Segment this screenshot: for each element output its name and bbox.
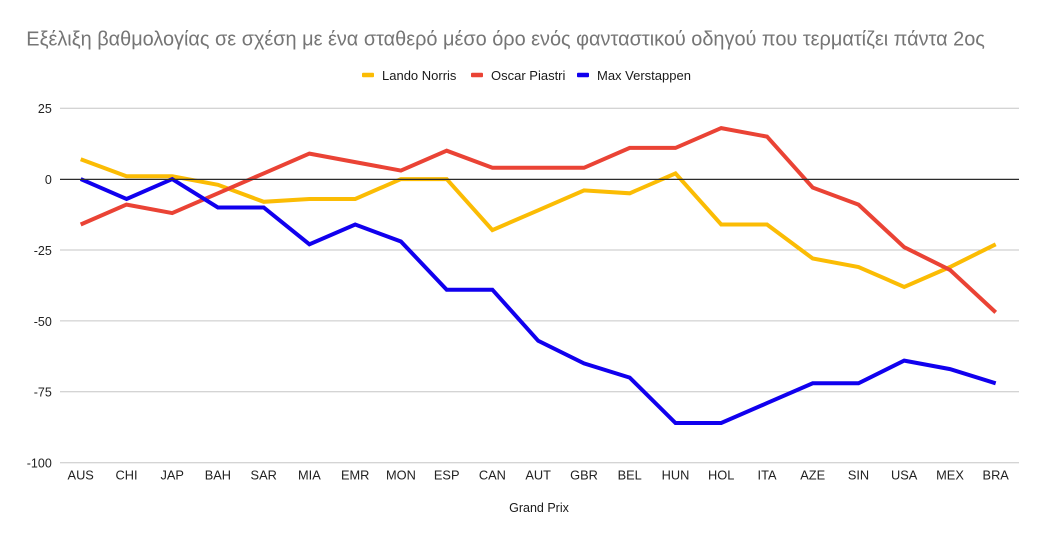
svg-text:AUT: AUT	[525, 468, 551, 483]
svg-text:CAN: CAN	[479, 468, 506, 483]
svg-text:-25: -25	[34, 244, 52, 258]
svg-text:BRA: BRA	[983, 468, 1010, 483]
svg-text:USA: USA	[891, 468, 918, 483]
svg-text:EMR: EMR	[341, 468, 369, 483]
svg-text:SAR: SAR	[251, 468, 277, 483]
svg-text:ESP: ESP	[434, 468, 460, 483]
svg-text:SIN: SIN	[848, 468, 869, 483]
svg-text:BAH: BAH	[205, 468, 231, 483]
svg-text:AZE: AZE	[800, 468, 825, 483]
svg-text:Lando Norris: Lando Norris	[382, 68, 457, 83]
svg-text:HUN: HUN	[662, 468, 690, 483]
svg-text:CHI: CHI	[115, 468, 137, 483]
svg-text:Εξέλιξη βαθμολογίας σε σχέση μ: Εξέλιξη βαθμολογίας σε σχέση με ένα σταθ…	[26, 28, 985, 50]
svg-text:MEX: MEX	[936, 468, 964, 483]
svg-text:GBR: GBR	[570, 468, 598, 483]
svg-text:0: 0	[45, 173, 52, 187]
svg-text:HOL: HOL	[708, 468, 734, 483]
svg-text:-50: -50	[34, 315, 52, 329]
svg-text:-100: -100	[27, 457, 52, 471]
svg-text:-75: -75	[34, 386, 52, 400]
svg-text:ITA: ITA	[758, 468, 777, 483]
svg-text:Grand Prix: Grand Prix	[509, 501, 569, 515]
svg-text:BEL: BEL	[618, 468, 642, 483]
svg-text:25: 25	[38, 102, 52, 116]
svg-text:MIA: MIA	[298, 468, 321, 483]
svg-text:MON: MON	[386, 468, 416, 483]
svg-text:Max Verstappen: Max Verstappen	[597, 68, 691, 83]
svg-text:AUS: AUS	[68, 468, 94, 483]
svg-text:JAP: JAP	[160, 468, 183, 483]
svg-text:Oscar Piastri: Oscar Piastri	[491, 68, 566, 83]
